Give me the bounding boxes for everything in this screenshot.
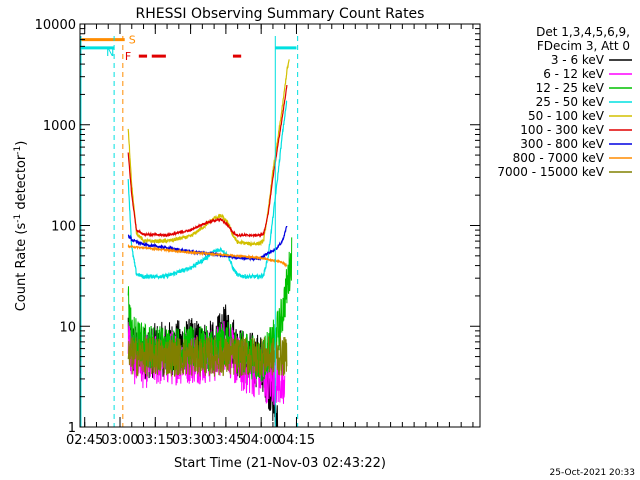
legend-entry-label: 25 - 50 keV xyxy=(536,95,605,109)
marker-layer: S N F xyxy=(80,34,299,427)
legend-entry-label: 3 - 6 keV xyxy=(551,53,605,67)
series-line-8 xyxy=(127,336,288,377)
saa-flag-label: S xyxy=(129,34,136,47)
x-tick-label: 04:15 xyxy=(278,433,315,448)
series-line-5 xyxy=(127,84,288,239)
x-tick-label: 03:30 xyxy=(172,433,209,448)
legend: Det 1,3,4,5,6,9,FDecim 3, Att 03 - 6 keV… xyxy=(497,25,632,179)
y-axis-label-part: Count Rate (s xyxy=(14,223,29,312)
y-axis-label-part: ) xyxy=(14,141,29,146)
data-layer xyxy=(127,59,293,427)
y-axis-label-superscript: -1 xyxy=(13,214,23,223)
footer-date: 25-Oct-2021 20:33 xyxy=(550,468,635,478)
legend-header: FDecim 3, Att 0 xyxy=(537,39,630,53)
series-line-3 xyxy=(127,100,288,280)
x-axis-label: Start Time (21-Nov-03 02:43:22) xyxy=(174,456,386,471)
y-tick-label: 10 xyxy=(59,320,76,335)
y-tick-label: 1000 xyxy=(43,119,76,134)
y-axis-label-superscript: -1 xyxy=(13,146,23,155)
legend-entry-label: 100 - 300 keV xyxy=(520,123,604,137)
legend-header: Det 1,3,4,5,6,9, xyxy=(536,25,630,39)
legend-entry-label: 6 - 12 keV xyxy=(543,67,605,81)
legend-entry-label: 7000 - 15000 keV xyxy=(497,165,604,179)
y-tick-label: 100 xyxy=(51,220,76,235)
flare-flag-label: F xyxy=(125,50,131,63)
x-tick-label: 03:15 xyxy=(137,433,174,448)
series-line-7 xyxy=(127,243,288,268)
chart-title: RHESSI Observing Summary Count Rates xyxy=(136,6,425,22)
legend-entry-label: 50 - 100 keV xyxy=(528,109,605,123)
legend-entry-label: 800 - 7000 keV xyxy=(513,151,605,165)
night-flag-label: N xyxy=(106,46,114,59)
y-axis-label: Count Rate (s-1 detector-1) xyxy=(13,141,29,312)
axis-layer: 1 10 100 1000 10000 02:4503:0003:1503:3003:45… xyxy=(35,18,480,448)
legend-entry-label: 12 - 25 keV xyxy=(536,81,605,95)
x-tick-label: 03:00 xyxy=(101,433,138,448)
legend-entry-label: 300 - 800 keV xyxy=(520,137,604,151)
y-tick-label: 1 xyxy=(68,421,76,436)
y-tick-label: 10000 xyxy=(35,18,76,33)
x-tick-label: 02:45 xyxy=(66,433,103,448)
y-axis-label-part: detector xyxy=(14,154,29,214)
x-tick-label: 04:00 xyxy=(242,433,279,448)
x-tick-label: 03:45 xyxy=(207,433,244,448)
